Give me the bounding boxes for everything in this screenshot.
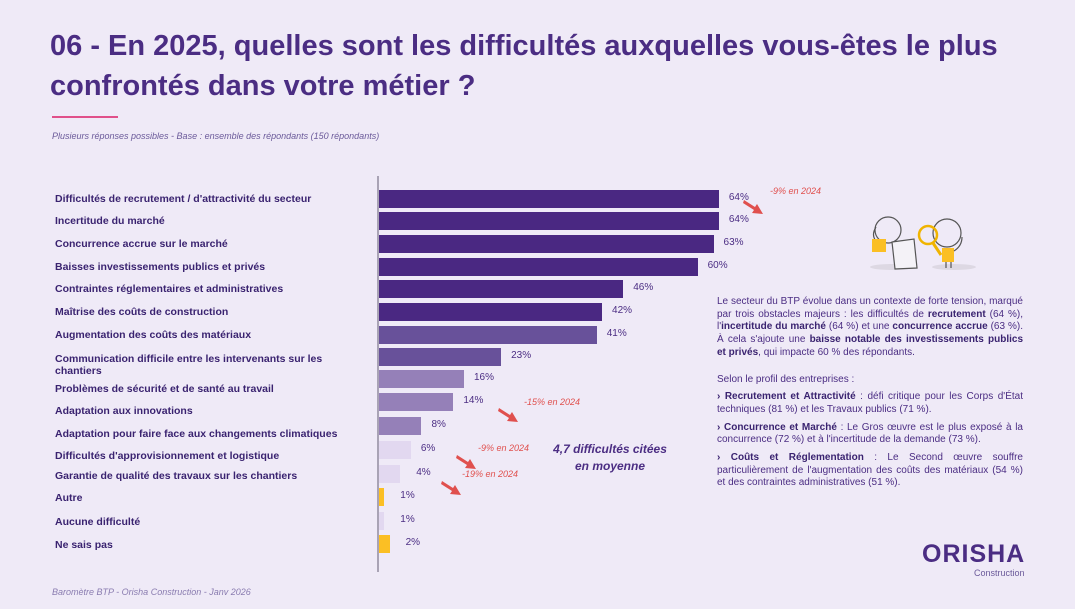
value-label: 46% — [633, 282, 654, 293]
bar — [379, 190, 719, 208]
subtitle: Plusieurs réponses possibles - Base : en… — [52, 131, 380, 141]
value-label: 2% — [405, 537, 421, 548]
value-label: 42% — [612, 305, 633, 316]
bar — [379, 488, 385, 506]
commentary-item: › Recrutement et Attractivité : défi cri… — [717, 391, 1023, 416]
value-label: 64% — [728, 192, 749, 203]
value-label: 64% — [728, 214, 749, 225]
category-label: Problèmes de sécurité et de santé au tra… — [55, 383, 274, 395]
value-label: 8% — [431, 419, 446, 430]
category-label: Incertitude du marché — [55, 215, 165, 227]
bar — [379, 512, 385, 530]
bar — [379, 326, 597, 344]
down-arrow-icon — [441, 481, 461, 495]
value-label: 6% — [420, 443, 436, 454]
change-annotation: -19% en 2024 — [462, 469, 519, 479]
commentary-highlight: recrutement — [927, 308, 986, 320]
value-label: 60% — [707, 260, 728, 271]
page-title: 06 - En 2025, quelles sont les difficult… — [50, 30, 998, 102]
commentary-highlight: incertitude du marché — [721, 321, 826, 333]
category-label: Contraintes réglementaires et administra… — [55, 283, 284, 295]
down-arrow-icon — [498, 408, 518, 422]
value-label: 1% — [400, 514, 415, 525]
change-annotation: -9% en 2024 — [478, 443, 530, 453]
commentary-item: › Concurrence et Marché : Le Gros œuvre … — [717, 422, 1023, 447]
commentary-panel: Le secteur du BTP évolue dans un context… — [717, 296, 1023, 495]
commentary-text: (64 %), l' — [717, 308, 1024, 333]
bar — [379, 235, 714, 253]
commentary-item-heading: › Coûts et Réglementation — [717, 452, 864, 464]
commentary-item-text: : Le Gros œuvre est le plus exposé à la … — [717, 421, 1023, 446]
category-label: Adaptation pour faire face aux changemen… — [55, 428, 338, 440]
value-label: 4% — [416, 467, 431, 478]
change-annotation: -15% en 2024 — [524, 397, 581, 407]
commentary-item-text: : Le Second œuvre souffre particulièreme… — [717, 452, 1023, 489]
commentary-highlight: baisse notable des investissements publi… — [717, 334, 1024, 358]
value-label: 23% — [511, 350, 532, 361]
down-arrow-icon — [743, 200, 763, 214]
category-label: Ne sais pas — [55, 539, 113, 551]
commentary-summary: Le secteur du BTP évolue dans un context… — [717, 296, 1023, 360]
category-label: Concurrence accrue sur le marché — [55, 238, 228, 250]
category-label: Difficultés d'approvisionnement et logis… — [55, 450, 280, 462]
bar — [379, 393, 454, 411]
category-label: Baisses investissements publics et privé… — [55, 261, 266, 273]
bar — [379, 441, 411, 459]
bar — [379, 280, 624, 298]
commentary-highlight: concurrence accrue — [892, 321, 988, 333]
bar — [379, 417, 422, 435]
average-line2: en moyenne — [574, 459, 646, 473]
logo-name: ORISHA — [922, 540, 1026, 568]
down-arrow-icon — [456, 455, 476, 469]
average-line1: 4,7 difficultés citées — [553, 442, 667, 456]
change-annotation: -9% en 2024 — [770, 186, 822, 196]
commentary-text: , qui impacte 60 % des répondants. — [758, 346, 915, 358]
category-label: Garantie de qualité des travaux sur les … — [55, 470, 298, 482]
logo-subtitle: Construction — [974, 568, 1025, 578]
bar — [379, 535, 390, 553]
value-label: 63% — [723, 237, 744, 248]
average-callout: 4,7 difficultés citées en moyenne — [525, 441, 695, 475]
category-label: Autre — [55, 492, 83, 504]
bar — [379, 370, 464, 388]
commentary-text: (63 %). À cela s'ajoute une — [717, 321, 1023, 346]
value-label: 14% — [463, 395, 484, 406]
category-label: Difficultés de recrutement / d'attractiv… — [55, 193, 312, 205]
commentary-text: Le secteur du BTP évolue dans un context… — [717, 296, 1023, 320]
commentary-text: (64 %) et une — [825, 321, 893, 333]
commentary-intro: Selon le profil des entreprises : — [717, 373, 855, 385]
bar — [379, 303, 603, 321]
title-underline — [52, 116, 118, 118]
y-axis-line — [377, 176, 379, 572]
value-label: 16% — [473, 372, 494, 383]
commentary-item-heading: › Recrutement et Attractivité — [717, 391, 856, 403]
value-label: 41% — [606, 328, 627, 339]
bar — [379, 348, 502, 366]
commentary-item: › Coûts et Réglementation : Le Second œu… — [717, 452, 1023, 490]
category-label: Maîtrise des coûts de construction — [55, 306, 229, 318]
commentary-item-heading: › Concurrence et Marché — [717, 421, 837, 433]
illustration-stick-figures — [870, 216, 976, 270]
category-label: Communication difficile entre les interv… — [55, 353, 323, 377]
footer: Baromètre BTP - Orisha Construction - Ja… — [52, 587, 251, 597]
category-label: Augmentation des coûts des matériaux — [55, 329, 252, 341]
value-label: 1% — [400, 490, 415, 501]
bar — [379, 465, 401, 483]
bar — [379, 258, 698, 276]
category-label: Aucune difficulté — [55, 516, 141, 528]
commentary-item-text: : défi critique pour les Corps d'État te… — [717, 391, 1023, 415]
bar — [379, 212, 719, 230]
category-label: Adaptation aux innovations — [55, 405, 193, 417]
orisha-logo: ORISHA Construction — [922, 540, 1026, 578]
